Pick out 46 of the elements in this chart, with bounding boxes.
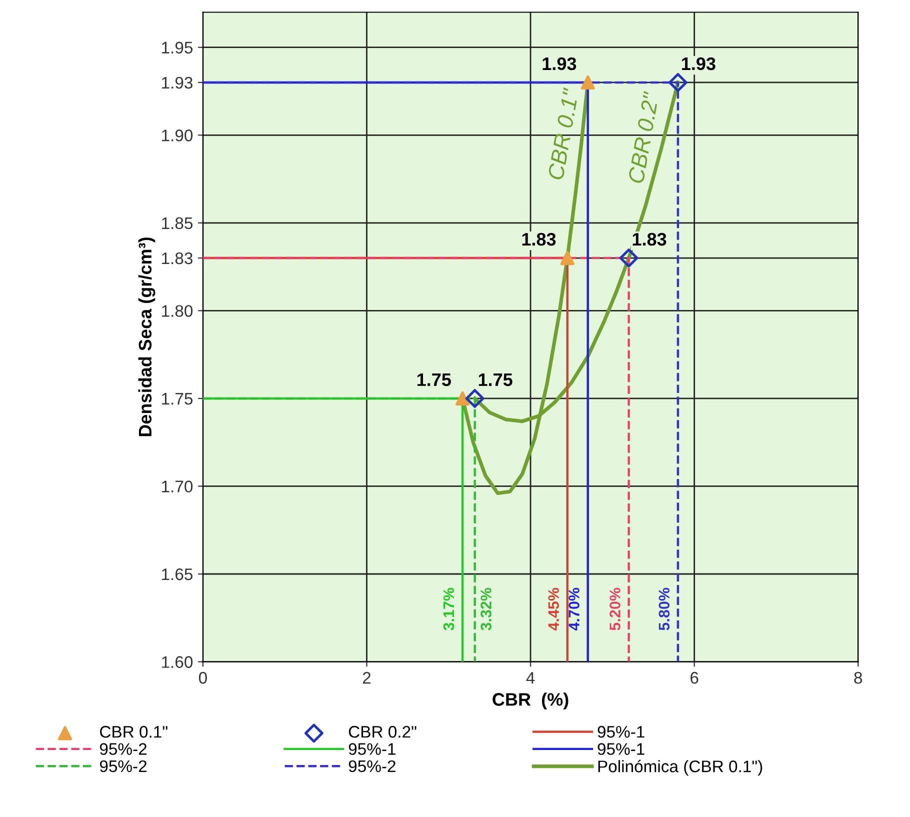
x-axis-title: CBR (%) — [492, 692, 568, 710]
point — [465, 388, 484, 408]
legend-label: CBR 0.2" — [348, 726, 416, 738]
legend-label: 95%-1 — [598, 726, 644, 738]
y-tick-label: 1.90 — [162, 130, 193, 142]
data-label: 1.83 — [522, 232, 556, 246]
data-label: 1.75 — [417, 374, 451, 386]
legend-label: 95%-1 — [598, 743, 644, 755]
point — [668, 73, 688, 92]
x-tick-label: 2 — [362, 672, 371, 684]
y-tick-label: 1.93 — [162, 76, 192, 89]
y-axis-title: Densidad Seca (gr/cm³) — [138, 238, 156, 436]
annotation: 3.17% — [443, 588, 454, 630]
point — [455, 391, 470, 406]
annotation: 4.45% — [548, 588, 559, 631]
annotation: 5.20% — [610, 588, 620, 630]
data-label: 1.93 — [542, 57, 576, 70]
data-label: 1.83 — [632, 232, 666, 246]
annotation: CBR 0.2" — [628, 90, 660, 184]
y-tick-label: 1.70 — [162, 480, 193, 492]
legend-label: 95%-2 — [100, 760, 147, 772]
data-label: 1.75 — [478, 374, 512, 386]
point — [619, 248, 638, 268]
y-tick-label: 1.85 — [162, 217, 193, 230]
x-tick-label: 0 — [198, 672, 207, 684]
annotation: CBR 0.1" — [548, 87, 579, 180]
point — [580, 75, 595, 90]
y-tick-label: 1.80 — [162, 305, 193, 317]
legend-label: 95%-2 — [100, 743, 147, 755]
legend-label: 95%-1 — [348, 743, 396, 755]
y-tick-label: 1.95 — [162, 42, 193, 54]
y-tick-label: 1.83 — [162, 252, 192, 264]
x-tick-label: 6 — [690, 672, 698, 684]
legend-label: 95%-2 — [348, 760, 396, 772]
legend-label: Polinómica (CBR 0.1") — [598, 760, 762, 776]
x-tick-label: 4 — [526, 672, 535, 684]
legend-label: CBR 0.1" — [100, 726, 168, 738]
y-tick-label: 1.65 — [162, 568, 193, 580]
annotation: 4.70% — [568, 588, 580, 631]
x-tick-label: 8 — [854, 672, 862, 684]
annotation: 3.32% — [480, 588, 492, 630]
annotation: 5.80% — [658, 588, 670, 630]
y-tick-label: 1.60 — [162, 656, 193, 668]
y-tick-label: 1.75 — [162, 393, 193, 405]
point — [560, 250, 574, 266]
data-label: 1.93 — [682, 57, 716, 70]
